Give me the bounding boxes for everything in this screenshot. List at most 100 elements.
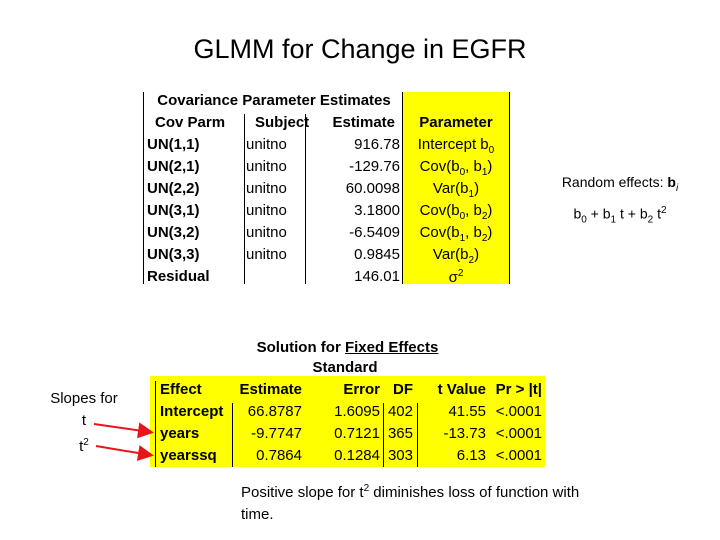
param-cov-b0-b1: Cov(b0, b1) bbox=[403, 158, 509, 178]
table-border-left bbox=[155, 381, 156, 467]
cov-estimate: -129.76 bbox=[349, 158, 400, 175]
fixed-effects-title: Solution for Fixed Effects bbox=[150, 339, 545, 356]
note-sup: 2 bbox=[363, 483, 370, 494]
cov-estimate: 146.01 bbox=[354, 268, 400, 285]
param-cov-b0-b2: Cov(b0, b2) bbox=[403, 202, 509, 222]
parameter-header: Parameter bbox=[419, 114, 493, 131]
note-part2: diminishes loss of function with time. bbox=[241, 484, 580, 523]
param-intercept: Intercept b0 bbox=[403, 136, 509, 156]
table-divider bbox=[383, 403, 384, 467]
table-row: UN(1,1) unitno 916.78 bbox=[145, 136, 510, 158]
param-sigma2: σ2 bbox=[403, 268, 509, 286]
slopes-label: Slopes for t t2 bbox=[40, 388, 128, 458]
table-row: UN(3,1) unitno 3.1800 bbox=[145, 202, 510, 224]
effect-t: 41.55 bbox=[448, 403, 486, 420]
param-text: Cov(b0, b2) bbox=[419, 202, 493, 222]
table-border-left bbox=[143, 92, 144, 284]
effect-error: 1.6095 bbox=[334, 403, 380, 420]
effect-p: <.0001 bbox=[495, 403, 542, 420]
cov-subject: unitno bbox=[246, 136, 287, 153]
cov-estimate: 3.1800 bbox=[354, 202, 400, 219]
table-row: UN(3,2) unitno -6.5409 bbox=[145, 224, 510, 246]
effect-name: years bbox=[160, 425, 200, 442]
col-df: DF bbox=[393, 381, 413, 398]
table-row: UN(3,3) unitno 0.9845 bbox=[145, 246, 510, 268]
param-text: Cov(b0, b1) bbox=[419, 158, 493, 178]
cov-estimate: 916.78 bbox=[354, 136, 400, 153]
col-t-value: t Value bbox=[437, 381, 486, 398]
fixed-title-prefix: Solution for bbox=[256, 339, 345, 356]
table-divider bbox=[417, 403, 418, 467]
col-error: Error bbox=[343, 381, 380, 398]
param-text: Var(b1) bbox=[432, 180, 480, 200]
random-effects-line1: Random effects: bi bbox=[561, 174, 679, 194]
effect-estimate: 0.7864 bbox=[256, 447, 302, 464]
cov-estimate: 60.0098 bbox=[345, 180, 400, 197]
col-subject: Subject bbox=[255, 114, 310, 131]
effect-t: -13.73 bbox=[443, 425, 486, 442]
cov-subject: unitno bbox=[246, 246, 287, 263]
param-text: Intercept b0 bbox=[417, 136, 495, 156]
param-var-b2: Var(b2) bbox=[403, 246, 509, 266]
table-divider bbox=[232, 403, 233, 467]
cov-subject: unitno bbox=[246, 224, 287, 241]
slopes-line2: t bbox=[81, 412, 87, 429]
table-divider bbox=[305, 114, 306, 284]
effect-p: <.0001 bbox=[495, 425, 542, 442]
effect-p: <.0001 bbox=[495, 447, 542, 464]
param-var-b1: Var(b1) bbox=[403, 180, 509, 200]
param-text: Var(b2) bbox=[432, 246, 480, 266]
effect-estimate: 66.8787 bbox=[247, 403, 302, 420]
effect-name: yearssq bbox=[160, 447, 217, 464]
slopes-line3: t2 bbox=[79, 437, 89, 455]
bottom-note: Positive slope for t2 diminishes loss of… bbox=[241, 478, 601, 526]
param-text: Cov(b1, b2) bbox=[419, 224, 493, 244]
cov-parm: UN(3,3) bbox=[147, 246, 200, 263]
effect-estimate: -9.7747 bbox=[251, 425, 302, 442]
arrow-t bbox=[93, 422, 154, 439]
cov-parm: UN(3,2) bbox=[147, 224, 200, 241]
cov-parm: Residual bbox=[147, 268, 210, 285]
random-effects-note: Random effects: bi b0 + b1 t + b2 t2 bbox=[520, 171, 720, 231]
cov-parm: UN(3,1) bbox=[147, 202, 200, 219]
col-effect: Effect bbox=[160, 381, 202, 398]
note-part1: Positive slope for t bbox=[241, 484, 364, 501]
fixed-effects-table: Solution for Fixed Effects Standard Effe… bbox=[150, 337, 545, 467]
effect-error: 0.1284 bbox=[334, 447, 380, 464]
random-effects-line2: b0 + b1 t + b2 t2 bbox=[573, 204, 667, 226]
table-row: UN(2,1) unitno -129.76 bbox=[145, 158, 510, 180]
col-standard: Standard bbox=[312, 359, 378, 376]
cov-parm: UN(2,2) bbox=[147, 180, 200, 197]
slopes-line1: Slopes for bbox=[50, 390, 118, 407]
cov-estimate: 0.9845 bbox=[354, 246, 400, 263]
effect-error: 0.7121 bbox=[334, 425, 380, 442]
cov-subject: unitno bbox=[246, 180, 287, 197]
effect-name: Intercept bbox=[160, 403, 224, 420]
covariance-column-headers: Cov Parm Subject Estimate bbox=[145, 114, 510, 136]
effect-df: 303 bbox=[387, 447, 413, 464]
fixed-effects-highlight bbox=[150, 376, 545, 467]
table-row: Residual 146.01 bbox=[145, 268, 510, 290]
effect-df: 365 bbox=[387, 425, 413, 442]
page-title: GLMM for Change in EGFR bbox=[193, 34, 527, 64]
covariance-header: Covariance Parameter Estimates bbox=[157, 92, 391, 109]
fixed-title-underlined: Fixed Effects bbox=[344, 339, 439, 356]
cov-subject: unitno bbox=[246, 158, 287, 175]
param-cov-b1-b2: Cov(b1, b2) bbox=[403, 224, 509, 244]
parameter-column: Parameter Intercept b0 Cov(b0, b1) Var(b… bbox=[402, 92, 510, 286]
col-estimate: Estimate bbox=[239, 381, 302, 398]
cov-subject: unitno bbox=[246, 202, 287, 219]
cov-estimate: -6.5409 bbox=[349, 224, 400, 241]
cov-parm: UN(2,1) bbox=[147, 158, 200, 175]
col-cov-parm: Cov Parm bbox=[155, 114, 226, 131]
effect-t: 6.13 bbox=[456, 447, 486, 464]
col-p-value: Pr > |t| bbox=[495, 381, 542, 398]
cov-parm: UN(1,1) bbox=[147, 136, 200, 153]
param-text: σ2 bbox=[448, 268, 464, 286]
effect-df: 402 bbox=[387, 403, 413, 420]
table-divider bbox=[244, 114, 245, 284]
arrow-t2 bbox=[95, 445, 154, 461]
col-estimate: Estimate bbox=[332, 114, 395, 131]
table-row: UN(2,2) unitno 60.0098 bbox=[145, 180, 510, 202]
